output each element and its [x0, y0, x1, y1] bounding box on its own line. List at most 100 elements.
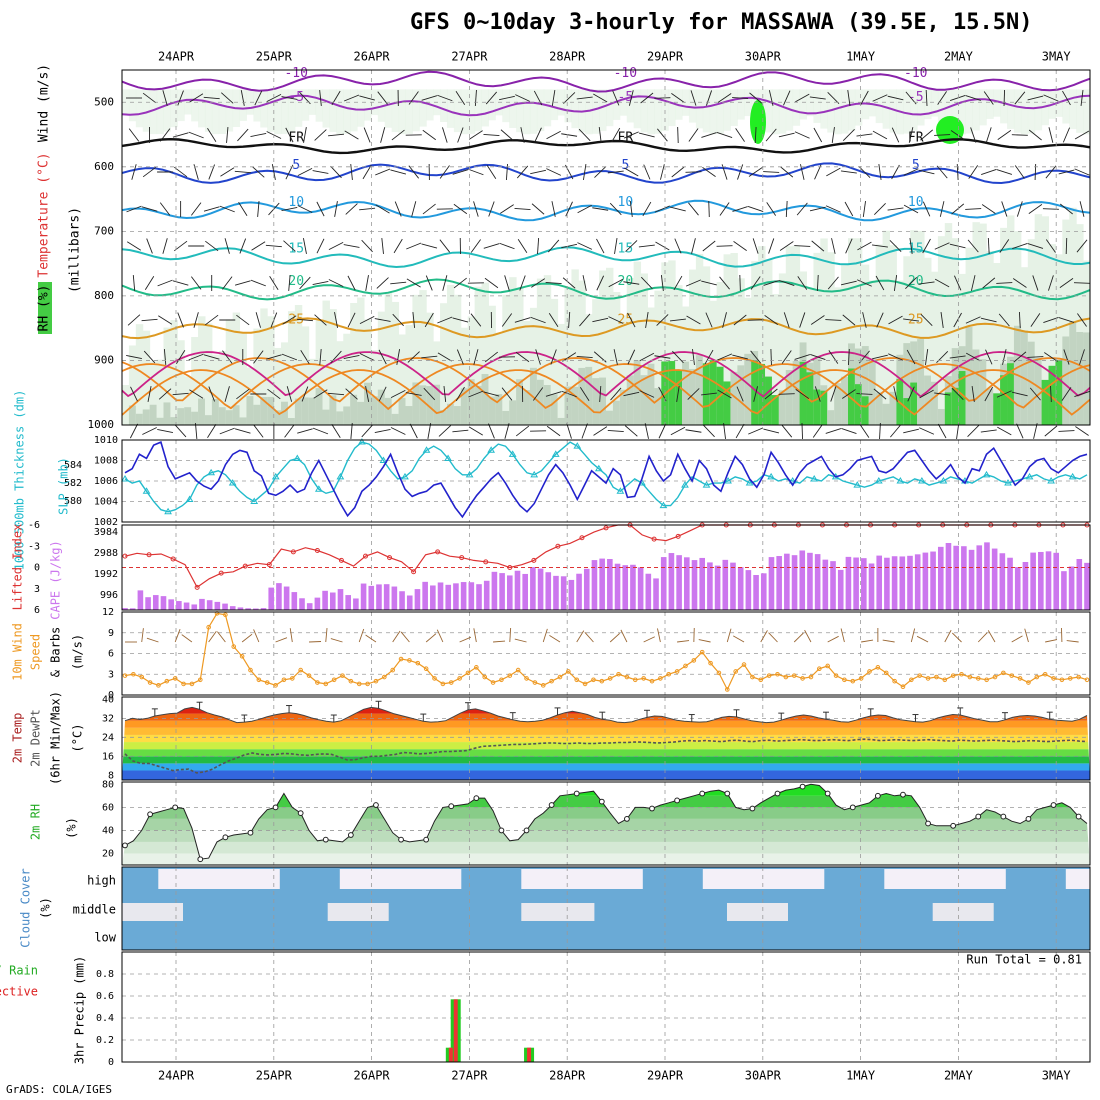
rh-shade-upper [799, 89, 808, 120]
wind-barb [638, 244, 655, 248]
wind-barb [783, 312, 790, 328]
wind-barb [159, 202, 171, 216]
wind-barb [551, 201, 556, 217]
slp-tick: 1008 [94, 456, 118, 467]
wind-speed-marker [858, 676, 864, 681]
wind-barb [887, 95, 904, 101]
rh-shade-light [329, 309, 337, 425]
date-tick-top: 25APR [256, 50, 293, 64]
rh-shade-mid [364, 382, 372, 425]
wind-barb [747, 205, 764, 213]
wind-barb [670, 206, 686, 212]
rh-shade-mid [495, 394, 503, 425]
wind-barb [763, 428, 780, 434]
isotherm-label: FR [908, 131, 924, 146]
wind-barb [408, 165, 420, 179]
wind-barb [642, 201, 652, 217]
wind-speed-marker [290, 676, 295, 681]
wind-barb [654, 355, 671, 359]
wind-barb [188, 353, 204, 361]
rh-shade-mid [557, 417, 566, 425]
cape-bar [214, 601, 221, 610]
rh-shade-upper [163, 89, 171, 132]
ylabel-temp: 2m Temp [11, 713, 25, 764]
rh-shade-mid [626, 375, 635, 425]
wind-barb [987, 237, 990, 255]
wind-barb [676, 386, 680, 402]
rh-shade-light [260, 308, 268, 425]
wind-speed-marker [156, 683, 161, 688]
wind-speed-marker [674, 669, 680, 674]
cape-bar [453, 583, 459, 610]
wind-barb [205, 314, 219, 326]
wind-speed-marker [591, 677, 596, 683]
wind-barb [347, 312, 356, 328]
wind-speed-marker [632, 677, 638, 683]
cloud-high-clear [436, 869, 450, 889]
wind-speed-marker [382, 674, 387, 680]
rh-shade-light [578, 280, 586, 425]
wind-speed-marker [959, 671, 964, 677]
wind-speed-marker [540, 683, 546, 688]
rh-shade-mid [730, 371, 738, 425]
isotherm-label: FR [288, 131, 304, 146]
cape-bar [483, 580, 490, 610]
rh-shade-upper [529, 89, 538, 134]
wind-barb [132, 274, 136, 292]
cape-bar [737, 567, 744, 610]
wind-barb [188, 131, 204, 139]
rh-shade-light [357, 297, 365, 425]
wind-barb [996, 169, 1013, 175]
rh-shade-green [910, 382, 918, 425]
wind-barb [732, 354, 748, 360]
rh-shade-mid [785, 369, 794, 425]
rh-shade-upper [619, 89, 628, 116]
rh-shade-green [861, 396, 870, 425]
date-tick-bottom: 28APR [549, 1069, 586, 1083]
wind-barb [568, 311, 571, 329]
cloud-high-clear [920, 869, 934, 889]
slp-line [124, 441, 1088, 519]
cape-bar [137, 590, 144, 610]
cape-bar [576, 573, 582, 610]
rh-shade-green [1000, 375, 1008, 425]
wind-speed-marker [273, 683, 278, 688]
wind-barb [314, 129, 327, 141]
rh-shade-mid [543, 384, 552, 425]
wind-barb [470, 239, 481, 253]
cloud-high-clear [243, 869, 256, 889]
rh-shade-light [668, 260, 676, 425]
cloud-middle-clear [533, 903, 546, 921]
wind-barb [954, 275, 962, 291]
ylabel-rh2m-units: (%) [65, 817, 79, 839]
cape-bar [329, 592, 336, 610]
thickness-marker [121, 474, 129, 482]
cloud-high-clear [448, 869, 462, 889]
temp-band [122, 734, 1090, 743]
wind-barb [685, 279, 702, 287]
rh-shade-upper [523, 89, 531, 135]
lifted-marker [290, 549, 296, 555]
wind-barb [219, 205, 235, 213]
rh-shade-upper [585, 89, 593, 135]
cloud-high-clear [944, 869, 958, 889]
wind-barb [609, 202, 622, 216]
wind-barb [361, 239, 373, 253]
rh-shade-mid [260, 397, 268, 425]
cloud-high-clear [218, 869, 232, 889]
rh-shade-light [868, 280, 877, 425]
wind-barb [1028, 129, 1042, 141]
wind-barb [717, 389, 732, 399]
cape-bar [530, 567, 536, 610]
rh2m-marker [247, 829, 254, 836]
cape-bar [668, 553, 675, 610]
rh-shade-green [1007, 363, 1015, 425]
wind-barb [778, 132, 795, 138]
thickness-marker [594, 464, 603, 472]
wind-barb [842, 314, 856, 326]
wind-barb [701, 280, 717, 286]
rh-shade-mid [453, 406, 462, 425]
wind-barb [545, 281, 562, 285]
wind-barb [257, 200, 260, 218]
wind-barb [1065, 237, 1068, 255]
